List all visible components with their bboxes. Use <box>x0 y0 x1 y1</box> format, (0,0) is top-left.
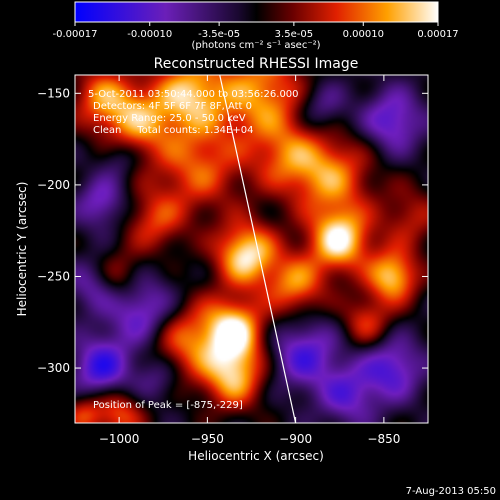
x-tick-label: −1000 <box>99 432 140 446</box>
colorbar-tick-label: -3.5e-05 <box>198 29 240 40</box>
colorbar-tick-label: 3.5e-05 <box>275 29 313 40</box>
heatmap-image <box>75 75 428 423</box>
x-tick-label: −850 <box>367 432 400 446</box>
colorbar-gradient <box>74 1 439 23</box>
x-tick-label: −900 <box>279 432 312 446</box>
detectors-text: Detectors: 4F 5F 6F 7F 8F, Att 0 <box>93 101 252 112</box>
y-tick-label: −250 <box>37 269 70 283</box>
y-axis-label: Heliocentric Y (arcsec) <box>15 182 29 317</box>
energy-range-text: Energy Range: 25.0 - 50.0 keV <box>93 113 246 124</box>
peak-position-text: Position of Peak = [-875,-229] <box>93 400 243 411</box>
y-tick-label: −150 <box>37 86 70 100</box>
heatmap-plot: −1000 −950 −900 −850 −150 −200 −250 −300 <box>37 74 429 446</box>
plot-frame <box>74 74 429 424</box>
x-axis-label: Heliocentric X (arcsec) <box>188 449 324 463</box>
colorbar-tick-label: -0.00017 <box>53 29 98 40</box>
colorbar-tick-label: 0.00017 <box>417 29 458 40</box>
y-tick-label: −200 <box>37 178 70 192</box>
colorbar: -0.00017 -0.00010 -3.5e-05 3.5e-05 0.00010 0.… <box>53 1 459 51</box>
colorbar-tick-label: -0.00010 <box>127 29 172 40</box>
colorbar-unit-label: (photons cm⁻² s⁻¹ asec⁻²) <box>191 40 320 51</box>
y-tick-label: −300 <box>37 361 70 375</box>
chart-title: Reconstructed RHESSI Image <box>154 56 359 72</box>
annotations: 5-Oct-2011 03:50:44.000 to 03:56:26.000 … <box>88 89 299 411</box>
x-tick-label: −950 <box>191 432 224 446</box>
limb-line <box>219 75 297 423</box>
footer-date: 7-Aug-2013 05:50 <box>406 486 496 497</box>
colorbar-tick-label: 0.00010 <box>343 29 384 40</box>
time-range-text: 5-Oct-2011 03:50:44.000 to 03:56:26.000 <box>88 89 299 100</box>
clean-counts-text: Clean Total counts: 1.34E+04 <box>93 125 253 136</box>
